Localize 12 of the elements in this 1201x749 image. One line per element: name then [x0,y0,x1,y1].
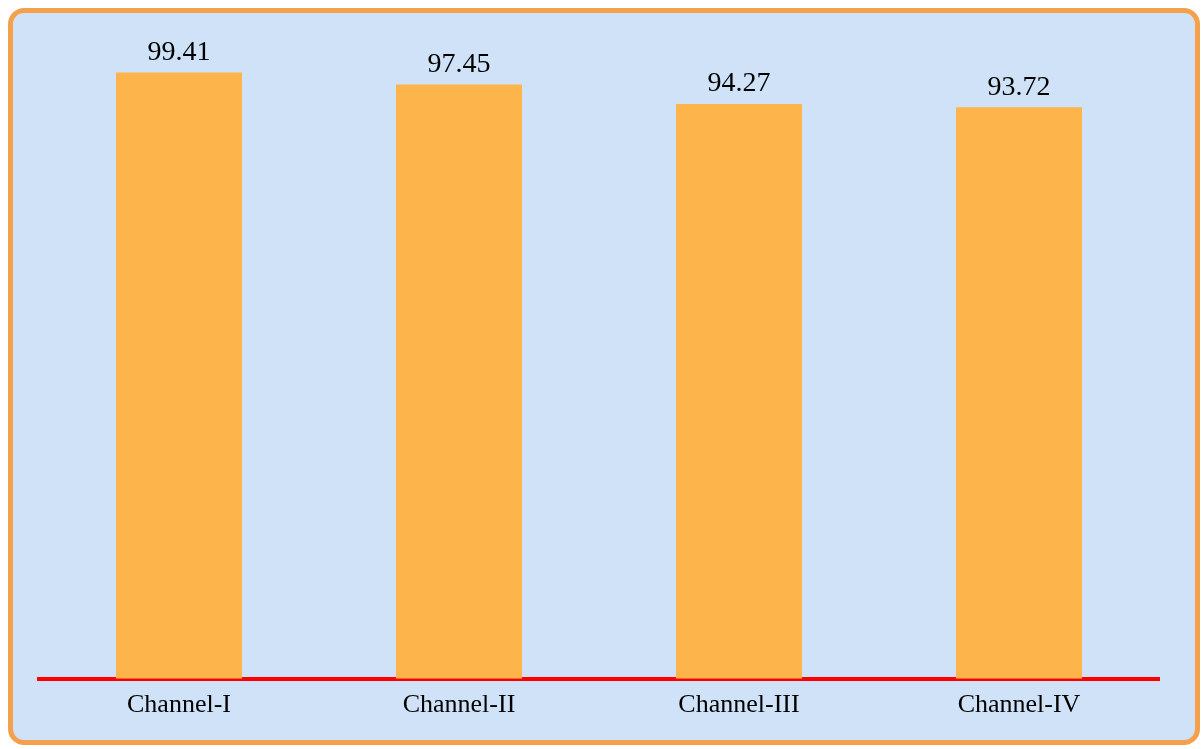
data-label: 99.41 [147,34,211,66]
x-tick-label: Channel-III [678,689,800,719]
data-label: 94.27 [707,66,771,98]
x-tick-label: Channel-IV [957,689,1081,719]
bar [396,84,522,679]
data-label: 93.72 [987,69,1051,101]
bar [676,103,802,679]
bar [116,72,242,679]
data-label: 97.45 [427,46,491,78]
x-tick-label: Channel-II [402,689,516,719]
x-tick-label: Channel-I [127,689,231,719]
bar [956,107,1082,679]
